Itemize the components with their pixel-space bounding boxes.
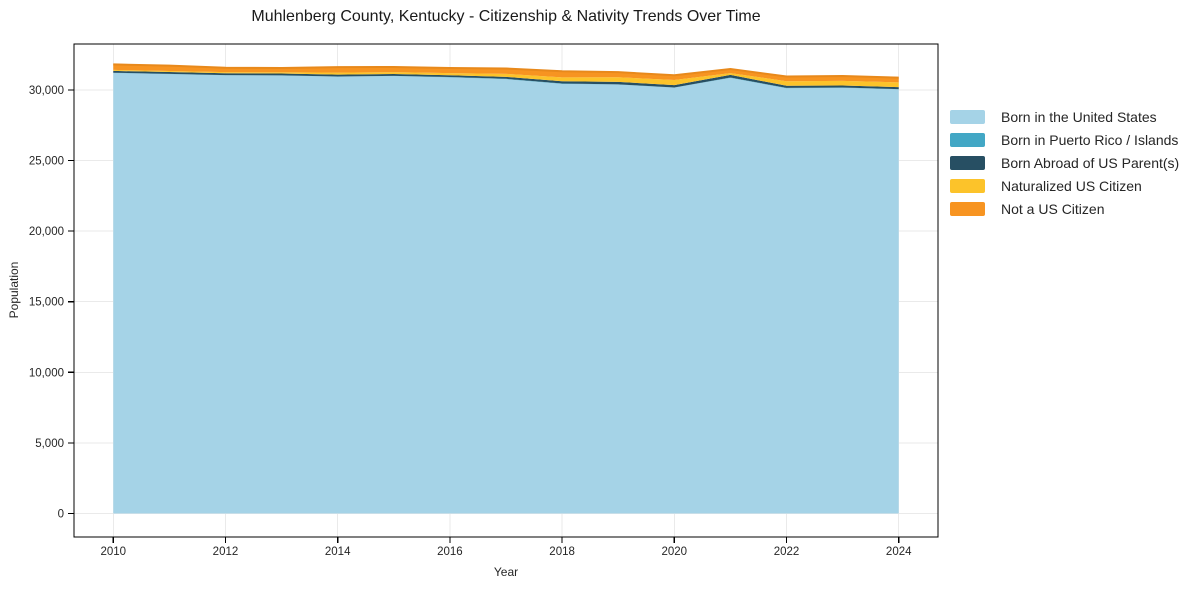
legend: Born in the United States Born in Puerto … [950,105,1179,220]
y-tick-label: 20,000 [29,226,64,238]
x-tick-label: 2014 [325,546,351,558]
legend-label: Not a US Citizen [1001,200,1105,217]
legend-label: Born in Puerto Rico / Islands [1001,131,1179,148]
y-tick-label: 0 [58,509,64,521]
x-tick-label: 2010 [100,546,126,558]
x-tick-label: 2020 [662,546,688,558]
legend-label: Born Abroad of US Parent(s) [1001,154,1180,171]
chart-title: Muhlenberg County, Kentucky - Citizenshi… [251,8,761,25]
x-tick-label: 2016 [437,546,463,558]
area-band [113,70,899,90]
area-band [113,64,899,83]
legend-label: Naturalized US Citizen [1001,177,1142,194]
legend-item: Born in Puerto Rico / Islands [950,128,1179,151]
plot-border [73,43,939,538]
area-band [113,69,899,88]
legend-swatch [950,201,985,216]
legend-swatch [950,178,985,193]
x-tick-label: 2018 [549,546,575,558]
legend-item: Not a US Citizen [950,197,1179,220]
legend-item: Born in the United States [950,105,1179,128]
legend-swatch [950,155,985,170]
x-tick-label: 2012 [213,546,239,558]
y-tick-label: 10,000 [29,367,64,379]
y-tick-label: 30,000 [29,85,64,97]
y-tick-label: 5,000 [35,438,64,450]
total-edge-line [113,63,899,79]
y-tick-label: 15,000 [29,297,64,309]
legend-item: Born Abroad of US Parent(s) [950,151,1179,174]
x-axis-label: Year [493,565,519,579]
x-tick-label: 2024 [886,546,912,558]
legend-swatch [950,109,985,124]
legend-swatch [950,132,985,147]
y-tick-label: 25,000 [29,156,64,168]
x-tick-label: 2022 [774,546,800,558]
area-band [113,72,899,90]
legend-item: Naturalized US Citizen [950,174,1179,197]
legend-label: Born in the United States [1001,108,1157,125]
area-band [113,72,899,514]
